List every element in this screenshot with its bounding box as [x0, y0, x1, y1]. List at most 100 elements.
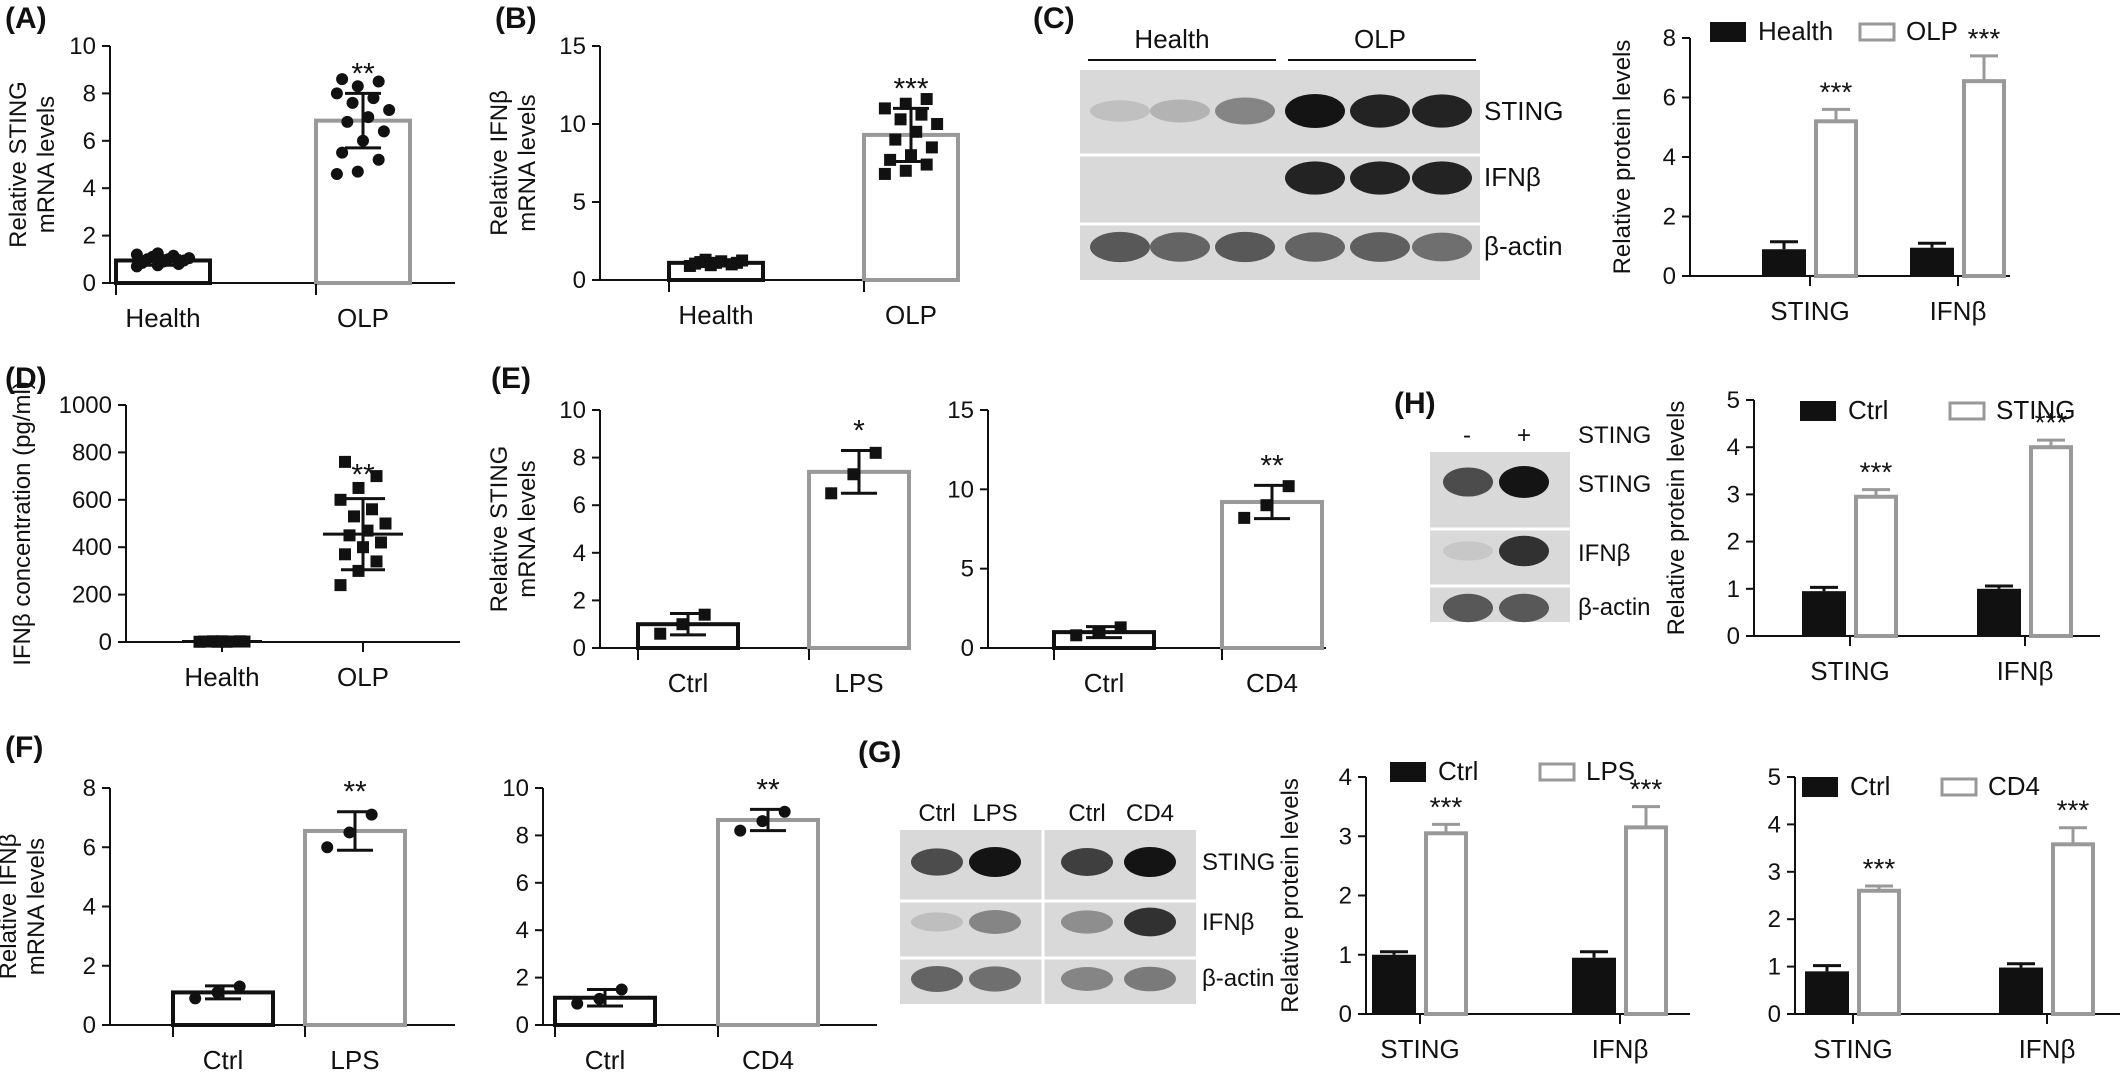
blot-g-row-label-sting: STING: [1202, 849, 1275, 876]
bar-sting-sting: [1854, 494, 1898, 639]
blot-band: [1124, 847, 1176, 877]
bar-ctrl-sting: [1802, 591, 1846, 636]
y-tick-label: 2: [573, 587, 586, 614]
x-tick-label: CD4: [1246, 668, 1298, 698]
y-tick-label: 5: [1768, 764, 1781, 791]
significance-label: ***: [1630, 774, 1663, 805]
y-tick-label: 5: [573, 189, 586, 216]
y-tick-label: 10: [559, 397, 586, 424]
y-tick-label: 0: [516, 1012, 529, 1039]
blot-band: [1443, 593, 1493, 623]
significance-label: ***: [1820, 76, 1853, 107]
y-tick-label: 2: [1768, 906, 1781, 933]
legend-label: Ctrl: [1848, 395, 1888, 425]
data-point: [869, 446, 882, 459]
y-tick-label: 5: [961, 556, 974, 583]
panel-label-b: (B): [495, 2, 537, 35]
chart-e-sting-cd4: 0 5 10 15 Ctrl CD4 **: [947, 397, 1326, 698]
x-tick-label: STING: [1813, 1034, 1892, 1064]
blot-g-header-lps: LPS: [972, 800, 1017, 827]
panel-label-h: (H): [1394, 387, 1436, 420]
panel-label-e: (E): [491, 362, 531, 395]
blot-g-header-ctrl2: Ctrl: [1068, 800, 1105, 827]
data-point: [321, 841, 334, 854]
y-tick-label: 800: [72, 439, 112, 466]
y-tick-label: 4: [516, 917, 529, 944]
legend-label: OLP: [1906, 16, 1958, 46]
data-point: [676, 618, 689, 631]
y-tick-label: 1: [1768, 954, 1781, 981]
bar-cd4: [1220, 500, 1324, 650]
chart-g-protein-cd4: 0 1 2 3 4 5 *** STING *** IFNβ Ctrl CD4: [1768, 764, 2120, 1064]
y-tick-label: 200: [72, 582, 112, 609]
y-tick-label: 5: [1727, 387, 1740, 414]
blot-c-header-olp: OLP: [1354, 24, 1406, 54]
x-tick-label: Health: [125, 303, 200, 333]
blot-band: [1443, 541, 1493, 561]
data-point: [1092, 626, 1105, 639]
data-point: [756, 815, 769, 828]
significance-label: **: [351, 57, 375, 90]
blot-h-header-sting: STING: [1578, 422, 1651, 449]
y-axis-label: Relative STING: [5, 81, 32, 248]
blot-band: [1150, 99, 1210, 123]
data-point: [339, 455, 351, 468]
data-point: [931, 118, 944, 130]
blot-band: [1499, 535, 1549, 567]
y-tick-label: 8: [516, 822, 529, 849]
data-point: [370, 470, 383, 483]
data-point: [341, 115, 354, 128]
y-tick-label: 10: [947, 476, 974, 503]
legend-swatch: [1940, 777, 1978, 797]
y-tick-label: 6: [83, 128, 96, 155]
chart-g-protein-lps: 0 1 2 3 4 Relative protein levels *** STING *** I…: [1277, 756, 1690, 1064]
chart-f-ifnb-cd4: 0 2 4 6 8 10 Ctrl CD4 **: [502, 773, 877, 1073]
blot-band: [1412, 232, 1472, 262]
y-tick-label: 1: [1727, 576, 1740, 603]
data-point: [362, 111, 375, 124]
data-point: [1070, 629, 1083, 642]
y-tick-label: 0: [573, 267, 586, 294]
y-tick-label: 1000: [59, 392, 112, 419]
legend-label: Ctrl: [1850, 771, 1890, 801]
y-tick-label: 10: [559, 111, 586, 138]
significance-label: **: [756, 773, 780, 806]
data-point: [1260, 499, 1273, 512]
bar-lps: [807, 469, 911, 650]
bar-health-ifnβ: [1910, 247, 1954, 276]
bar-ctrl-sting: [1805, 971, 1849, 1014]
y-tick-label: 0: [1727, 623, 1740, 650]
y-axis-label: Relative protein levels: [1277, 778, 1304, 1013]
y-axis-label: Relative protein levels: [1663, 401, 1690, 636]
legend-label: CD4: [1988, 771, 2040, 801]
blot-band: [1061, 848, 1113, 876]
bar-ctrl-ifnβ: [1999, 967, 2043, 1014]
x-tick-label: Ctrl: [585, 1045, 625, 1073]
blot-band: [1090, 231, 1150, 263]
data-point: [925, 141, 938, 154]
data-point: [736, 254, 749, 267]
data-point: [884, 153, 897, 166]
legend-swatch: [1802, 777, 1838, 797]
significance-label: ***: [1968, 23, 2001, 54]
data-point: [878, 102, 891, 115]
data-point: [211, 986, 224, 999]
data-point: [336, 73, 349, 86]
bar-cd4: [716, 817, 820, 1027]
x-tick-label: STING: [1810, 656, 1889, 686]
y-tick-label: 2: [83, 953, 96, 980]
blot-h-row-label-ifnb: IFNβ: [1578, 540, 1630, 567]
data-point: [920, 93, 933, 106]
data-point: [899, 97, 912, 110]
bar-ctrl-ifnβ: [1977, 588, 2021, 636]
y-axis-label: mRNA levels: [514, 460, 541, 597]
y-tick-label: 0: [83, 270, 96, 297]
y-tick-label: 6: [573, 492, 586, 519]
y-tick-label: 400: [72, 534, 112, 561]
y-tick-label: 15: [559, 33, 586, 60]
panel-label-f: (F): [5, 731, 43, 764]
data-point: [654, 627, 667, 640]
data-point: [372, 75, 385, 88]
significance-label: ***: [1430, 791, 1463, 822]
